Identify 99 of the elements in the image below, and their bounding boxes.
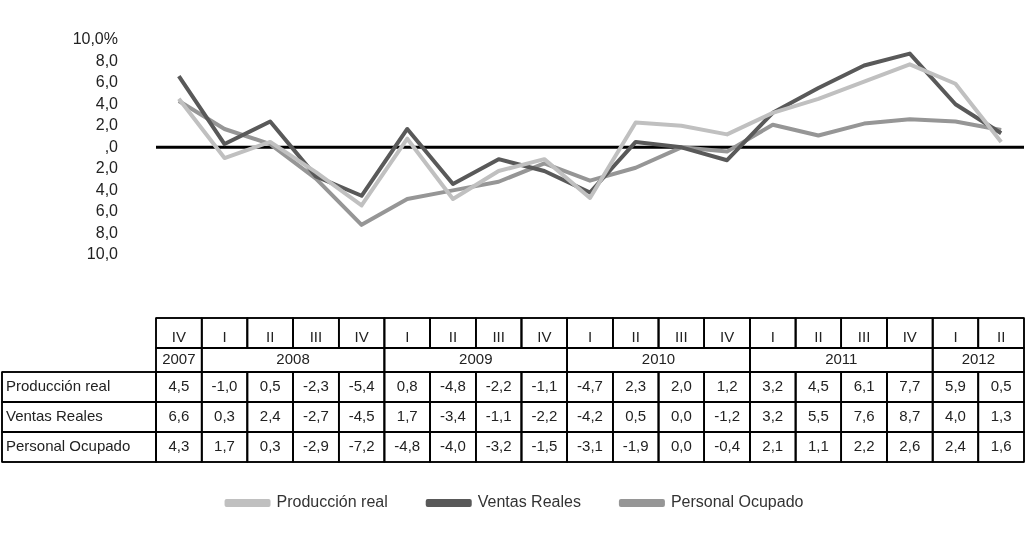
text: 2008: [276, 350, 310, 368]
data-label: 5,9: [945, 377, 966, 395]
data-label: -4,0: [440, 437, 466, 455]
data-label: -1,9: [622, 437, 649, 455]
legend-label: Producción real: [276, 493, 388, 511]
data-label: 8,7: [899, 407, 921, 425]
data-label: -1,2: [714, 407, 740, 425]
data-label: 2,3: [625, 377, 647, 395]
data-label: 3,2: [762, 377, 784, 395]
data-label: -1,1: [485, 407, 512, 425]
text: 2010: [641, 350, 676, 368]
legend-label: Personal Ocupado: [670, 493, 804, 511]
data-label: -4,2: [577, 407, 603, 425]
data-label: -4,8: [440, 377, 466, 395]
x-tick-label: IV: [719, 328, 735, 346]
data-label: 4,5: [807, 377, 829, 395]
y-tick-label: 4,0: [95, 180, 119, 198]
data-label: 2,1: [762, 437, 784, 455]
y-tick-label: 6,0: [95, 73, 119, 91]
y-tick-label: 4,0: [95, 94, 119, 112]
y-tick-label: 2,0: [95, 116, 119, 134]
data-label: -4,5: [348, 407, 375, 425]
x-tick-label: IV: [171, 328, 186, 346]
x-tick-label: III: [492, 328, 505, 346]
data-label: 1,7: [214, 437, 235, 455]
data-label: 1,7: [396, 407, 418, 425]
data-label: -1,1: [531, 377, 558, 395]
x-tick-label: III: [675, 328, 688, 346]
data-label: -3,2: [485, 437, 512, 455]
data-label: 4,5: [168, 377, 190, 395]
data-label: 2,2: [853, 437, 875, 455]
data-label: -5,4: [348, 377, 375, 395]
data-label: 1,2: [716, 377, 738, 395]
x-tick-label: III: [309, 328, 323, 346]
data-label: 4,0: [945, 407, 966, 425]
x-tick-label: II: [266, 328, 275, 346]
x-tick-label: I: [405, 328, 410, 346]
y-tick-label: 8,0: [95, 51, 119, 69]
text: Producción real: [6, 377, 111, 395]
data-label: -7,2: [348, 437, 375, 455]
data-label: 6,1: [853, 377, 875, 395]
legend-label: Ventas Reales: [477, 493, 581, 511]
x-tick-label: II: [814, 328, 823, 346]
x-tick-label: I: [587, 328, 593, 346]
data-label: 0,5: [259, 377, 281, 395]
data-label: -1,0: [211, 377, 238, 395]
data-label: 2,4: [945, 437, 966, 455]
y-tick-label: 8,0: [95, 223, 119, 241]
x-tick-label: IV: [354, 328, 369, 346]
data-label: 5,5: [807, 407, 829, 425]
text: 2012: [961, 350, 995, 368]
data-label: 7,6: [853, 407, 875, 425]
x-tick-label: III: [857, 328, 871, 346]
text: 2011: [825, 350, 858, 368]
data-label: 2,0: [670, 377, 692, 395]
x-tick-label: II: [631, 328, 640, 346]
data-label: -2,2: [531, 407, 558, 425]
text: Ventas Reales: [6, 407, 103, 425]
y-tick-label: 2,0: [95, 159, 119, 177]
text: 2007: [162, 350, 196, 368]
x-tick-label: IV: [537, 328, 552, 346]
data-label: 0,0: [670, 437, 692, 455]
data-label: 0,3: [259, 437, 281, 455]
data-label: -0,4: [714, 437, 740, 455]
data-label: 6,6: [168, 407, 190, 425]
text: Personal Ocupado: [6, 437, 131, 455]
x-tick-label: IV: [902, 328, 917, 346]
data-label: 4,3: [168, 437, 190, 455]
data-label: 1,6: [990, 437, 1012, 455]
y-tick-label: ,0: [104, 137, 119, 155]
x-tick-label: I: [953, 328, 958, 346]
data-label: -1,5: [531, 437, 558, 455]
y-tick-label: 6,0: [95, 202, 119, 220]
y-tick-label: 10,0%: [72, 30, 118, 48]
data-label: 7,7: [899, 377, 921, 395]
data-label: -2,9: [302, 437, 329, 455]
data-label: 0,5: [990, 377, 1012, 395]
data-label: 0,0: [670, 407, 692, 425]
text: 2009: [459, 350, 493, 368]
data-label: -2,7: [302, 407, 329, 425]
x-tick-label: I: [770, 328, 775, 346]
data-label: -3,4: [440, 407, 466, 425]
data-label: 0,5: [625, 407, 647, 425]
data-label: -2,2: [485, 377, 512, 395]
data-label: -4,8: [394, 437, 421, 455]
x-tick-label: I: [222, 328, 227, 346]
data-label: -3,1: [577, 437, 603, 455]
data-label: 2,6: [899, 437, 921, 455]
x-tick-label: II: [448, 328, 458, 346]
data-label: -2,3: [302, 377, 329, 395]
x-tick-label: II: [996, 328, 1006, 346]
data-label: -4,7: [577, 377, 603, 395]
data-label: 0,8: [396, 377, 418, 395]
data-label: 1,1: [807, 437, 829, 455]
data-label: 3,2: [762, 407, 784, 425]
y-tick-label: 10,0: [86, 245, 119, 263]
data-label: 1,3: [990, 407, 1012, 425]
data-label: 0,3: [214, 407, 235, 425]
data-label: 2,4: [259, 407, 281, 425]
